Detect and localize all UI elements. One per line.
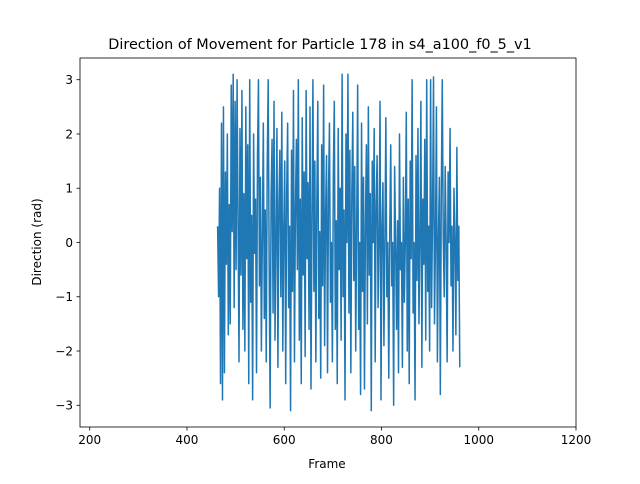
x-tick-label-800: 800: [370, 433, 393, 447]
y-tick-label--3: −3: [55, 399, 73, 413]
y-tick-label-3: 3: [65, 73, 73, 87]
y-tick-label--2: −2: [55, 344, 73, 358]
x-axis-label: Frame: [308, 457, 345, 471]
y-tick-label-2: 2: [65, 127, 73, 141]
plot-area: 200 400 600 800 1000 1200 −3 −2 −1 0 1 2 3: [55, 57, 592, 447]
y-tick-label-1: 1: [65, 182, 73, 196]
y-tick-label--1: −1: [55, 290, 73, 304]
y-tick-label-0: 0: [65, 236, 73, 250]
y-axis-label: Direction (rad): [30, 198, 44, 285]
x-tick-label-200: 200: [78, 433, 101, 447]
x-tick-label-600: 600: [273, 433, 296, 447]
series-line-0: [216, 73, 461, 412]
x-tick-label-1000: 1000: [463, 433, 494, 447]
x-tick-label-1200: 1200: [561, 433, 592, 447]
x-tick-label-400: 400: [176, 433, 199, 447]
chart-title: Direction of Movement for Particle 178 i…: [108, 37, 531, 53]
